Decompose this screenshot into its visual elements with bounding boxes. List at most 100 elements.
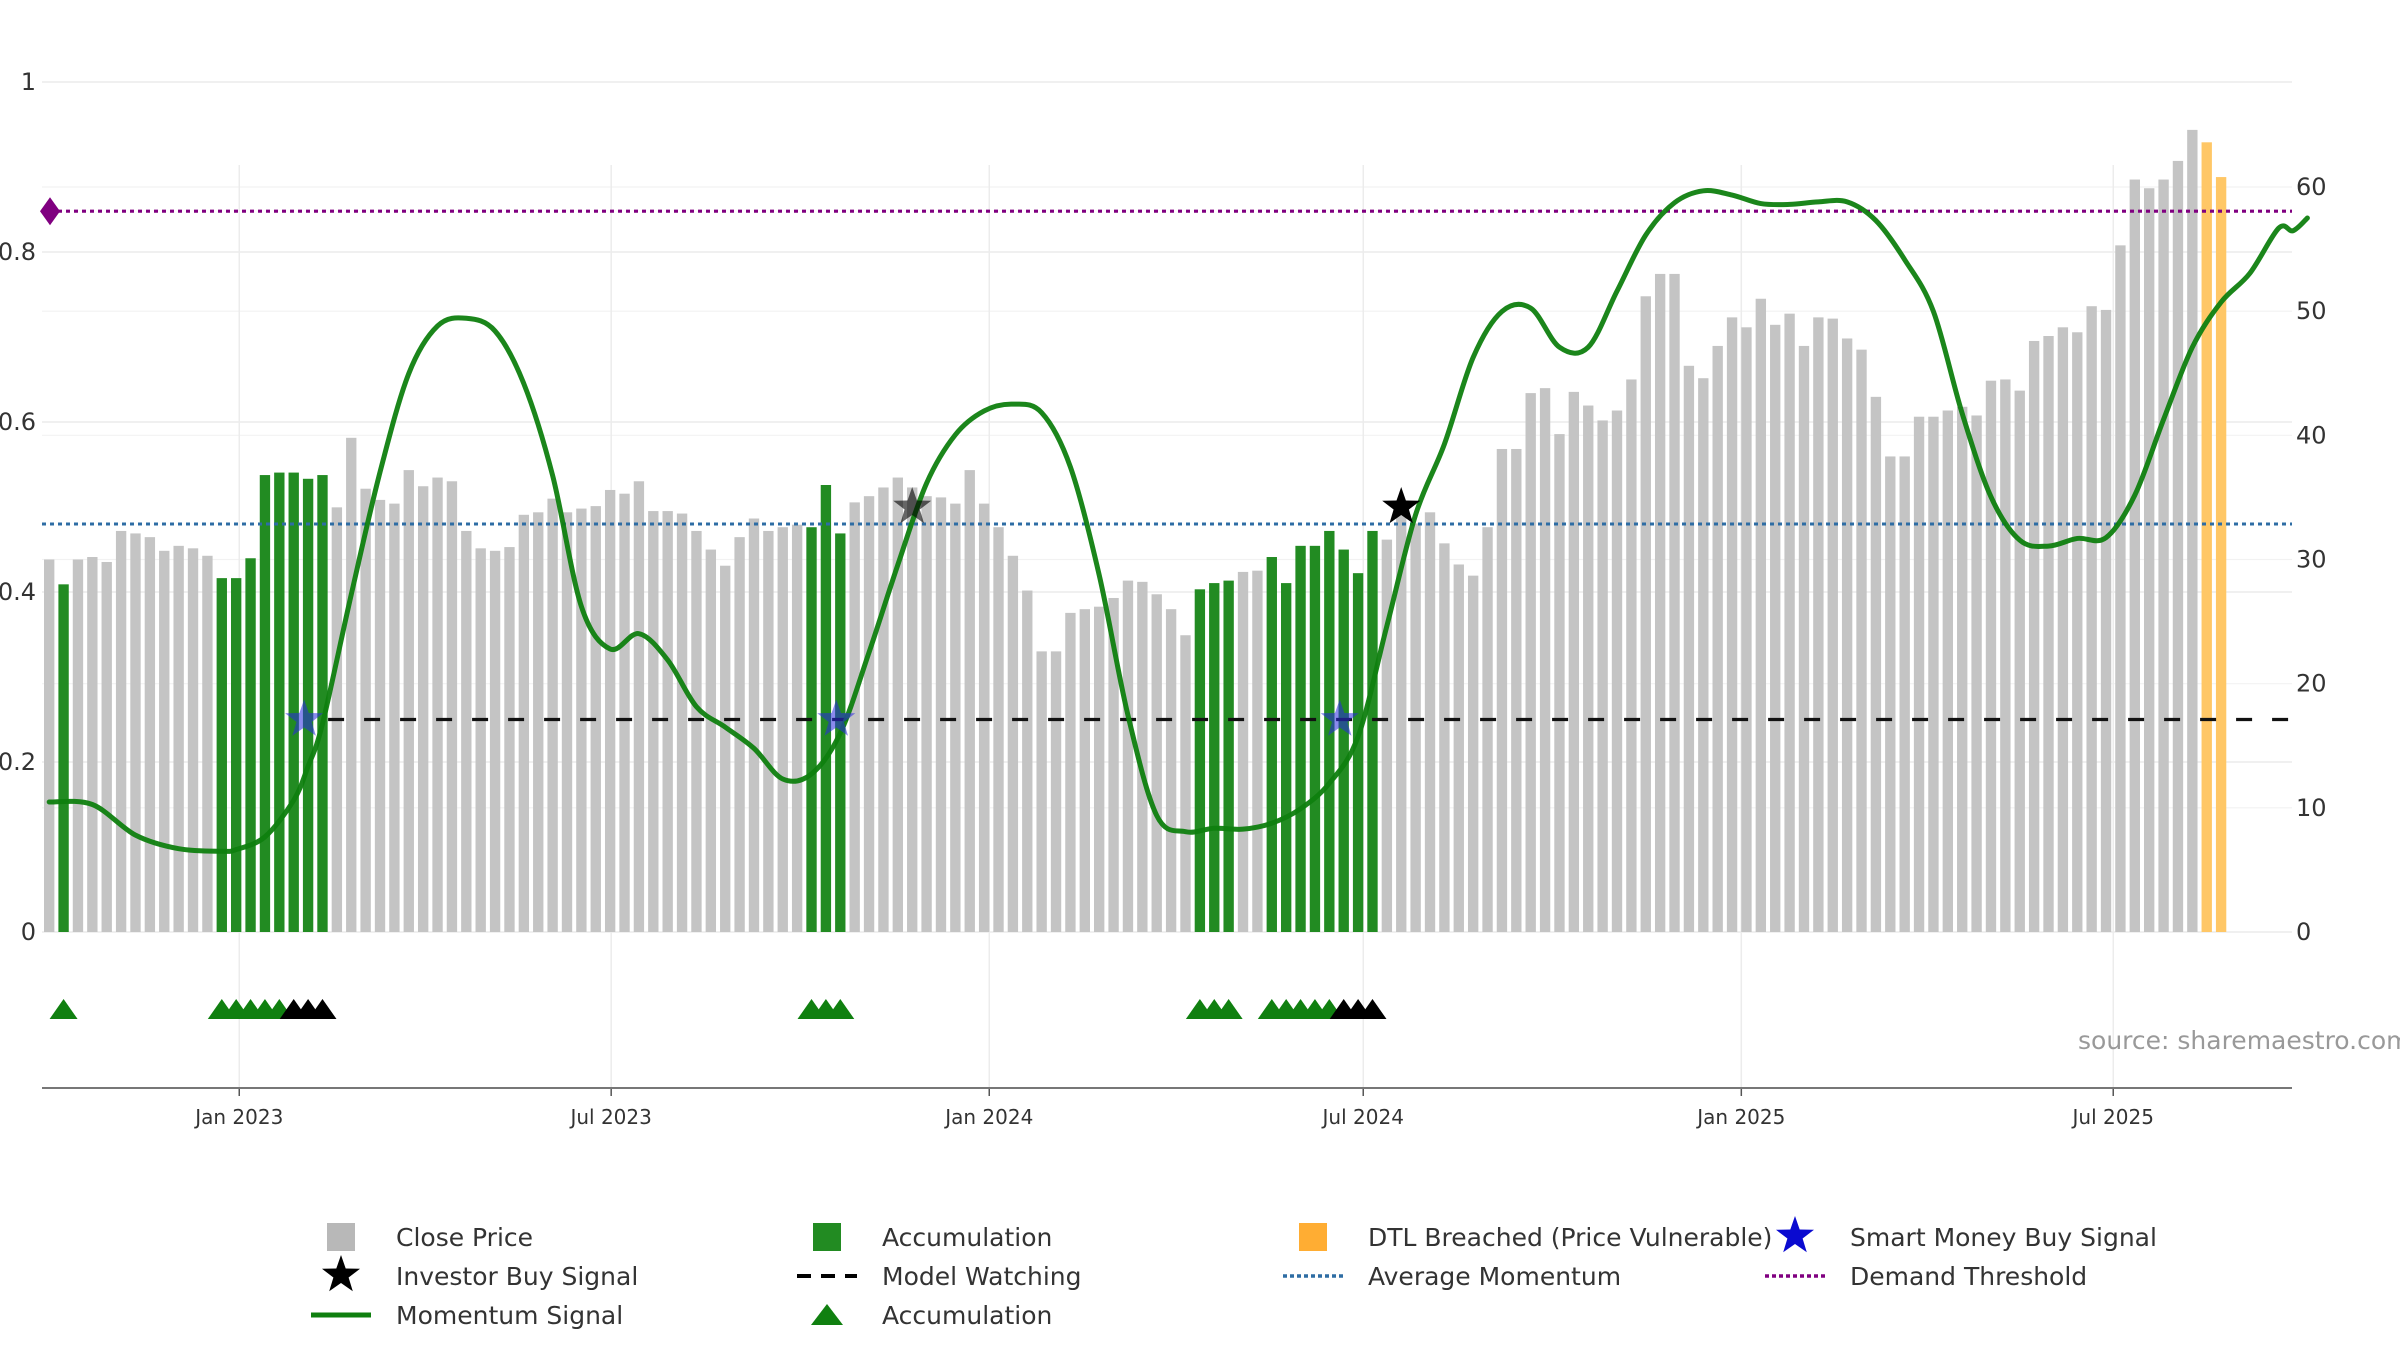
close-price-bar (389, 503, 400, 932)
close-price-bar (2144, 188, 2155, 932)
close-price-bar (1065, 612, 1076, 932)
close-price-bar (1165, 609, 1177, 932)
accumulation-bar (259, 475, 271, 932)
x-tick-label: Jan 2025 (1695, 1105, 1785, 1129)
close-price-bar (978, 503, 990, 932)
close-price-bar (1396, 512, 1407, 932)
close-price-bar (2158, 179, 2169, 933)
close-price-bar (2014, 390, 2025, 933)
legend-item: Close Price (327, 1223, 533, 1252)
close-price-bar (1856, 349, 1867, 932)
close-price-bar (130, 533, 141, 932)
close-price-bar (475, 548, 486, 932)
close-price-bar (2129, 179, 2140, 933)
legend-item: Investor Buy Signal (322, 1255, 638, 1292)
accumulation-bar (302, 478, 314, 932)
close-price-bar (1108, 597, 1119, 932)
close-price-bar (849, 502, 860, 932)
close-price-bar (1453, 564, 1464, 932)
legend-item: Momentum Signal (311, 1301, 623, 1330)
close-price-bar (1079, 609, 1090, 932)
investor-buy-star (893, 487, 932, 524)
y-left-tick-label: 0.2 (0, 748, 36, 776)
close-price-bar (2057, 327, 2069, 932)
legend-label: Model Watching (882, 1262, 1082, 1291)
lines-layer (42, 188, 2310, 854)
close-price-bar (1539, 388, 1551, 932)
close-price-bar (1683, 365, 1695, 932)
legend-swatch-square (813, 1223, 841, 1251)
close-price-bar (604, 489, 616, 932)
legend-item: Accumulation (811, 1301, 1052, 1330)
legend: Close Price Accumulation DTL Breached (Pri… (311, 1216, 2157, 1330)
close-price-bar (1611, 410, 1623, 932)
dtl-breached-bar (2201, 142, 2212, 933)
close-price-bar (403, 470, 414, 932)
close-price-bar (1554, 434, 1565, 932)
legend-label: Investor Buy Signal (396, 1262, 638, 1291)
close-price-bar (705, 549, 717, 932)
close-price-bar (561, 512, 573, 932)
close-price-bar (446, 481, 458, 932)
accumulation-triangle (49, 999, 78, 1019)
legend-swatch-square (1299, 1223, 1327, 1251)
close-price-bar (461, 530, 472, 932)
bars-layer (44, 129, 2227, 933)
smart-money-buy-star (1320, 699, 1359, 736)
x-tick-label: Jul 2024 (1321, 1105, 1404, 1129)
close-price-bar (691, 530, 702, 932)
close-price-bar (1151, 594, 1162, 932)
accumulation-triangle-alert (1358, 999, 1387, 1019)
close-price-bar (173, 545, 184, 932)
demand-threshold-marker (40, 197, 60, 226)
legend-label: Accumulation (882, 1301, 1052, 1330)
close-price-bar (1007, 555, 1019, 932)
close-price-bar (1424, 512, 1436, 932)
close-price-bar (1640, 296, 1651, 932)
close-price-bar (360, 488, 371, 932)
markers-layer (40, 197, 1421, 1019)
close-price-bar (907, 487, 918, 932)
legend-label: Accumulation (882, 1223, 1052, 1252)
accumulation-bar (216, 578, 227, 932)
legend-item: Accumulation (813, 1223, 1052, 1252)
close-price-bar (763, 530, 774, 932)
accumulation-bar (58, 584, 69, 932)
close-price-bar (417, 486, 429, 932)
close-price-bar (2072, 332, 2083, 932)
accumulation-bar (245, 558, 256, 932)
close-price-bar (1237, 571, 1249, 932)
close-price-bar (518, 514, 530, 932)
close-price-bar (159, 550, 170, 932)
y-left-tick-label: 0.8 (0, 238, 36, 266)
accumulation-bar (1367, 530, 1378, 932)
accumulation-bar (1295, 545, 1306, 932)
close-price-bar (1381, 539, 1393, 932)
close-price-bar (202, 555, 213, 932)
close-price-bar (676, 513, 688, 932)
close-price-bar (1698, 378, 1709, 932)
close-price-bar (1496, 448, 1508, 932)
close-price-bar (1928, 416, 1939, 932)
legend-swatch-triangle (811, 1304, 843, 1325)
close-price-bar (662, 511, 673, 932)
close-price-bar (432, 477, 443, 932)
close-price-bar (619, 493, 630, 932)
momentum-signal-line (46, 188, 2310, 854)
source-label: source: sharemaestro.com (2078, 1026, 2400, 1055)
close-price-bar (1770, 324, 1781, 932)
x-tick-label: Jul 2023 (568, 1105, 651, 1129)
close-price-bar (2028, 340, 2040, 932)
close-price-bar (1137, 581, 1148, 932)
close-price-bar (144, 537, 156, 932)
accumulation-bar (820, 485, 832, 932)
close-price-bar (187, 548, 199, 932)
close-price-bar (720, 565, 731, 932)
close-price-bar (1511, 448, 1522, 932)
legend-label: Demand Threshold (1850, 1262, 2087, 1291)
close-price-bar (777, 527, 788, 932)
accumulation-bar (806, 527, 817, 932)
legend-swatch-star (1776, 1216, 1814, 1253)
accumulation-bar (1194, 589, 1206, 932)
y-right-tick-label: 0 (2296, 918, 2311, 946)
